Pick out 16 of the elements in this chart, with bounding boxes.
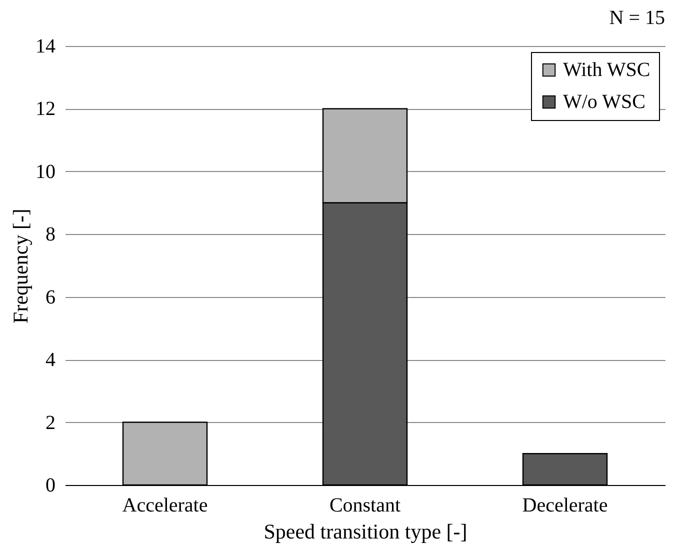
y-tick-label: 8: [46, 224, 56, 246]
y-tick-label: 2: [46, 412, 56, 434]
y-tick-label: 14: [36, 36, 56, 58]
x-tick-label: Decelerate: [522, 494, 608, 516]
legend-label: W/o WSC: [563, 91, 646, 113]
y-axis-title: Frequency [-]: [8, 208, 32, 324]
y-tick-label: 6: [46, 286, 56, 308]
text: N = 15: [609, 7, 665, 29]
y-tick-label: 10: [36, 160, 56, 183]
legend-label: With WSC: [563, 59, 650, 81]
y-tick-label: 4: [46, 349, 56, 372]
x-axis-title: Speed transition type [-]: [264, 520, 468, 544]
x-tick-label: Constant: [329, 494, 401, 516]
y-tick-label: 0: [46, 474, 56, 496]
x-tick-label: Accelerate: [122, 494, 208, 516]
y-tick-label: 12: [36, 98, 56, 120]
